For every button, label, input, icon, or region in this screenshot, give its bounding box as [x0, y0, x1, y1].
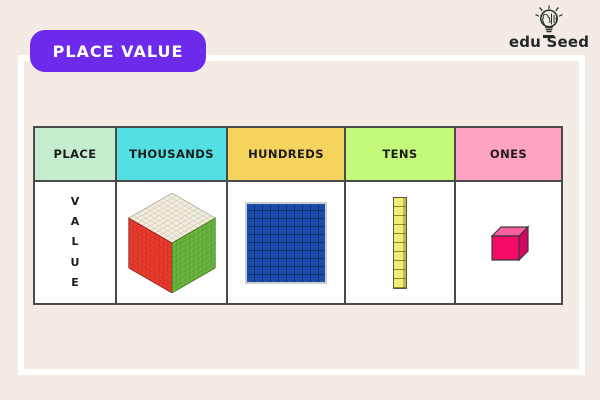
brand-name: edu Seed: [508, 33, 590, 51]
tens-block-cell: [346, 182, 456, 303]
header-label: ONES: [489, 147, 528, 161]
lightbulb-brain-icon: [535, 5, 563, 33]
thousands-cube-icon: [127, 192, 216, 293]
header-cell-thousands: THOUSANDS: [117, 128, 228, 182]
value-row-label-cell: V A L U E: [35, 182, 117, 303]
header-label: TENS: [382, 147, 418, 161]
header-cell-ones: ONES: [456, 128, 561, 182]
value-vertical-label: V A L U E: [70, 194, 80, 290]
ones-block-cell: [456, 182, 561, 303]
header-label: HUNDREDS: [248, 147, 324, 161]
header-label: PLACE: [53, 147, 97, 161]
decorative-frame: [18, 55, 585, 375]
ones-cube-icon: [490, 225, 529, 261]
page-title: PLACE VALUE: [52, 41, 184, 61]
brand-logo: edu Seed: [501, 5, 597, 50]
header-cell-tens: TENS: [346, 128, 456, 182]
header-cell-place: PLACE: [35, 128, 117, 182]
header-cell-hundreds: HUNDREDS: [228, 128, 346, 182]
place-value-table: PLACE THOUSANDS HUNDREDS TENS ONES V A L…: [33, 126, 563, 305]
header-label: THOUSANDS: [129, 147, 214, 161]
hundreds-flat-icon: [245, 201, 327, 284]
title-badge: PLACE VALUE: [30, 30, 206, 72]
hundreds-block-cell: [228, 182, 346, 303]
tens-rod-icon: [393, 196, 407, 289]
thousands-block-cell: [117, 182, 228, 303]
